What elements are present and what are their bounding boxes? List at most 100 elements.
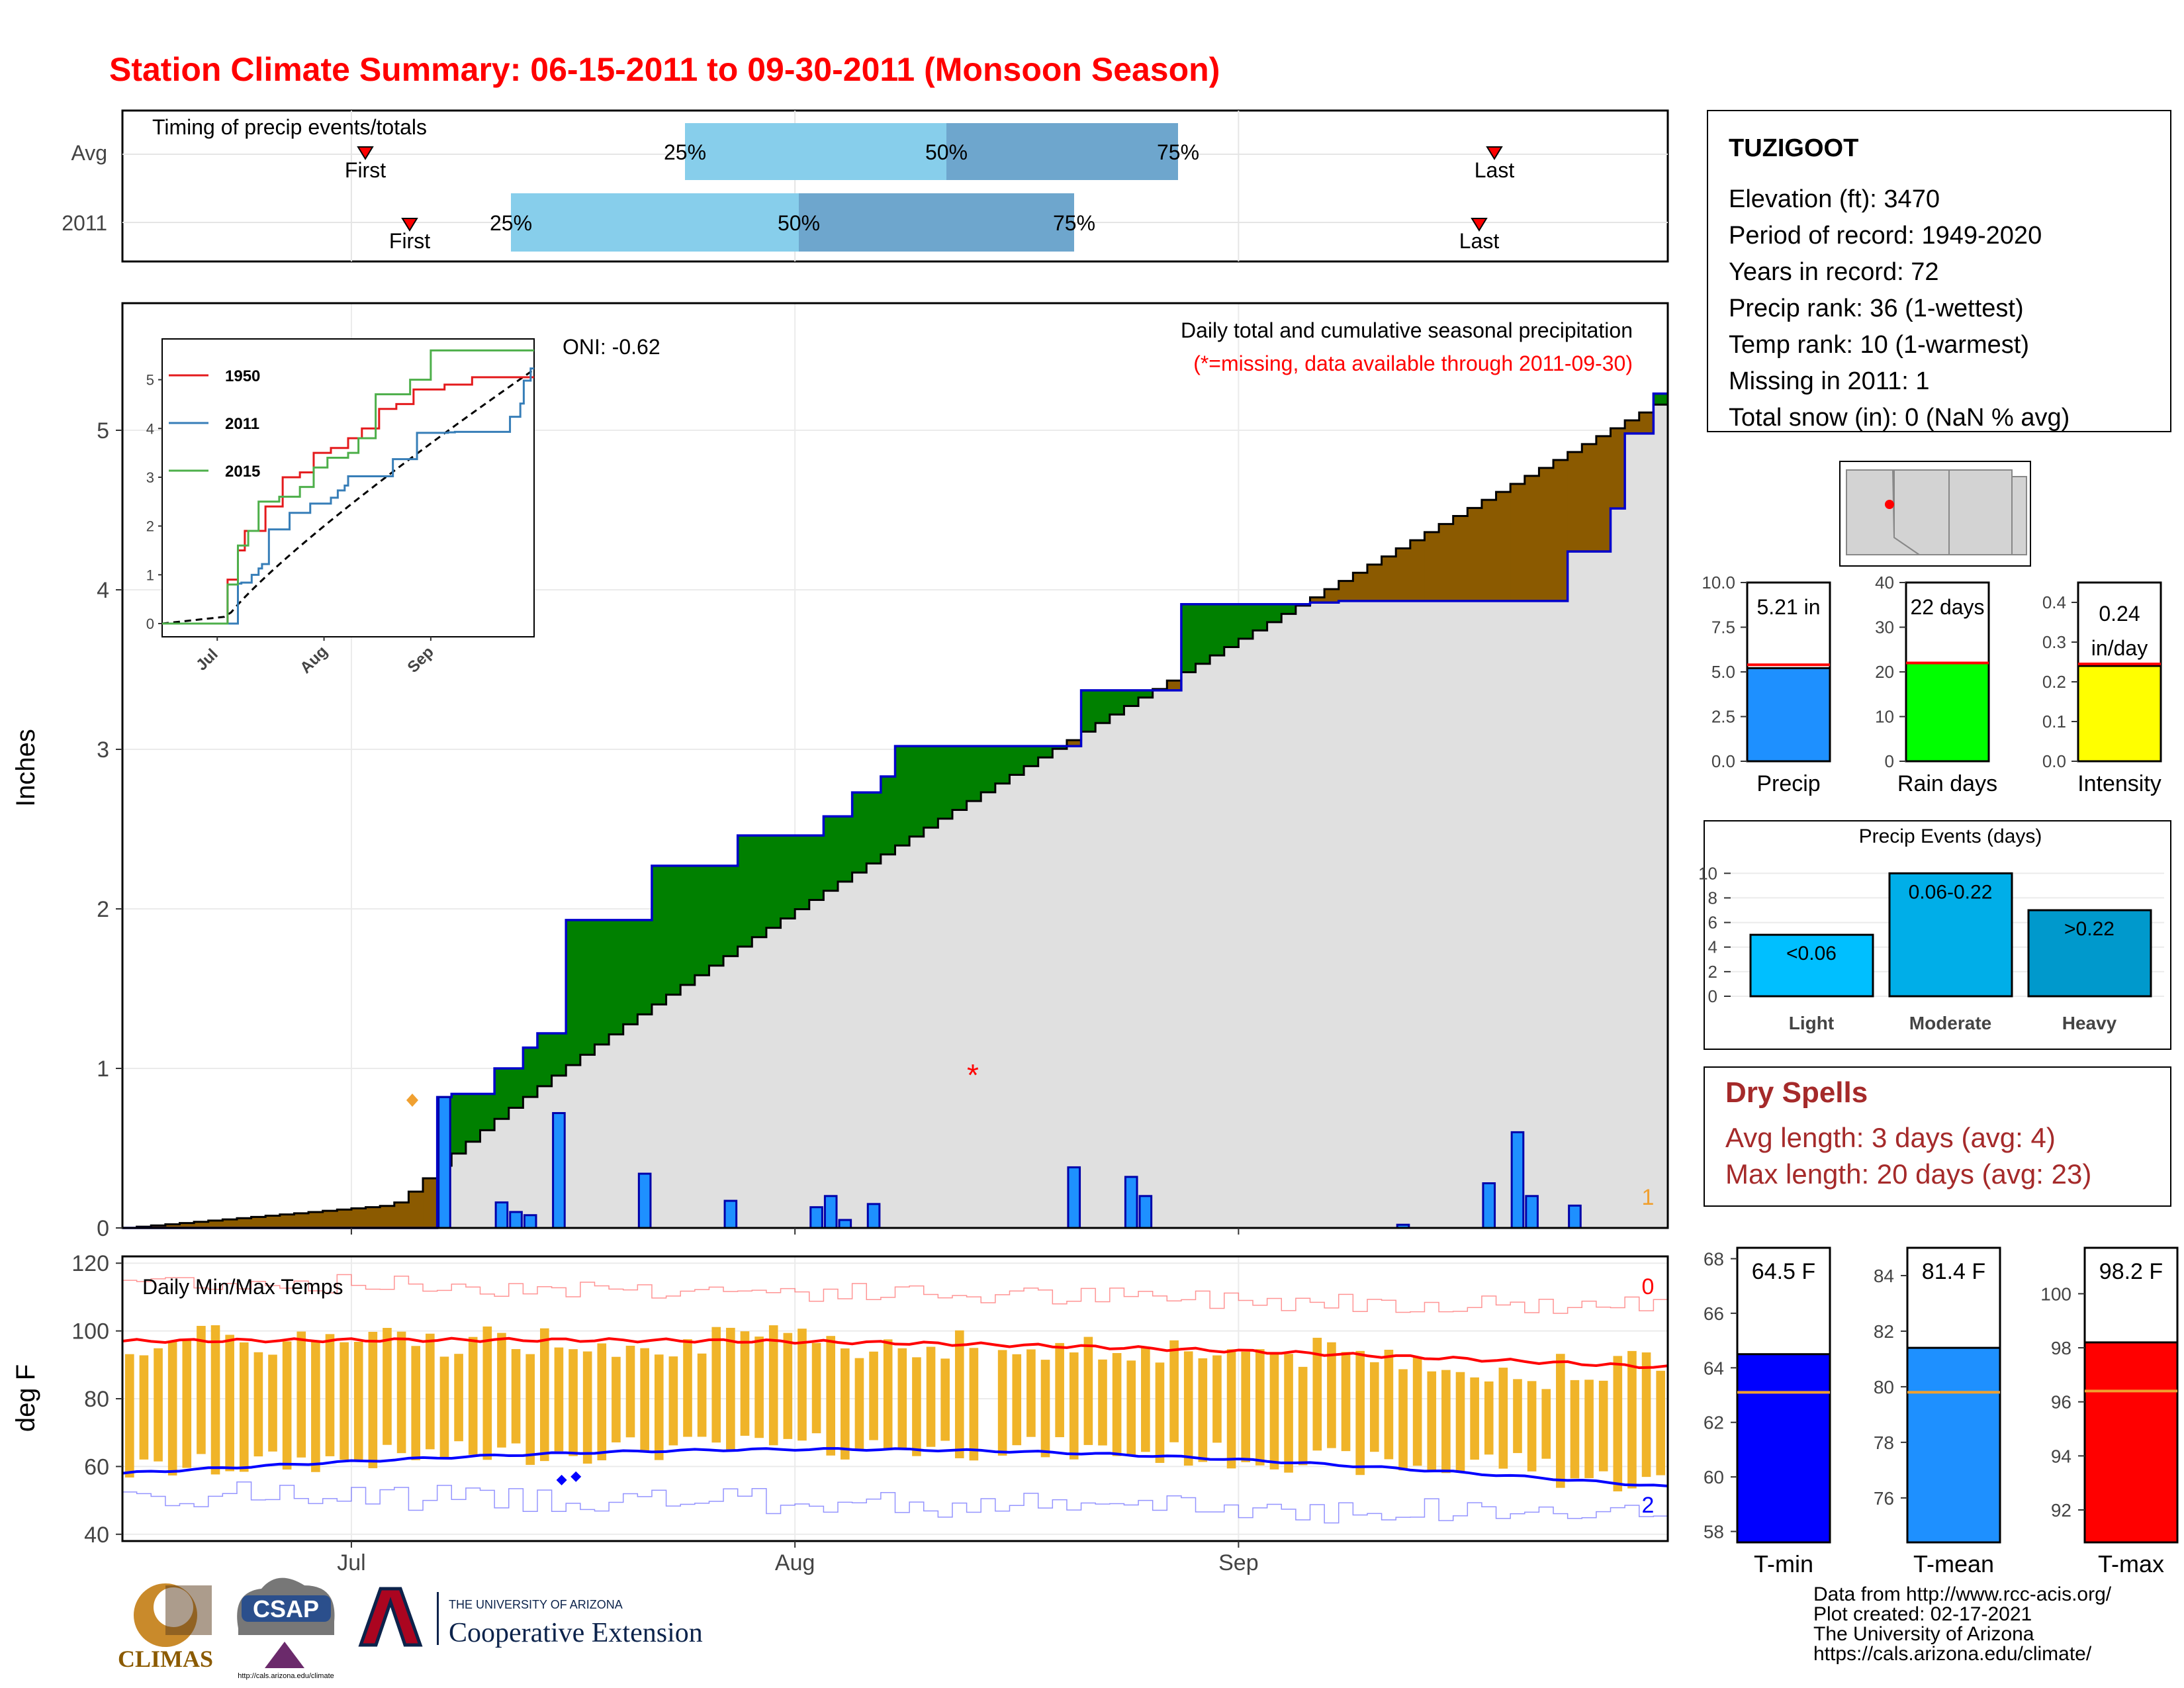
daily-temp-bar xyxy=(1155,1362,1165,1463)
daily-precip-bar xyxy=(1138,1195,1153,1229)
precip-ytick-label: 0 xyxy=(97,1216,109,1241)
daily-precip-bar xyxy=(1482,1182,1496,1229)
below-average-band xyxy=(365,1207,381,1228)
above-average-band xyxy=(938,746,953,819)
daily-temp-bar xyxy=(1484,1381,1494,1455)
above-average-band xyxy=(609,919,624,1035)
above-average-band xyxy=(1238,604,1253,639)
precip-events-title: Precip Events (days) xyxy=(1859,825,2042,847)
above-average-band xyxy=(909,746,925,837)
temp-summary-group: 92 94 96 98 100 98.2 F T-max xyxy=(2040,1246,2179,1577)
missing-count: 1 xyxy=(1642,1185,1655,1210)
below-average-band xyxy=(1596,436,1612,552)
station-name: TUZIGOOT xyxy=(1729,134,1858,162)
above-average-band xyxy=(1081,690,1096,732)
below-average-band xyxy=(1066,740,1082,747)
timing-2011-last-marker xyxy=(1471,218,1488,232)
ua-cooperative-extension-logo[interactable]: THE UNIVERSITY OF ARIZONA Cooperative Ex… xyxy=(358,1587,703,1648)
below-average-band xyxy=(294,1213,309,1228)
above-average-band xyxy=(1009,746,1024,775)
daily-temp-bar xyxy=(426,1333,435,1450)
below-average-band xyxy=(1453,516,1468,601)
daily-temp-bar xyxy=(268,1354,277,1452)
temp-summary-tick-label: 60 xyxy=(1704,1467,1724,1487)
below-average-band xyxy=(165,1224,181,1228)
below-average-band xyxy=(1467,508,1482,601)
above-average-band xyxy=(1281,604,1297,614)
climas-logo-text: CLIMAS xyxy=(118,1646,213,1672)
below-average-band xyxy=(1625,420,1640,434)
inset-ytick-label: 1 xyxy=(146,567,154,583)
above-average-band xyxy=(709,865,724,966)
precip-ytick-label: 3 xyxy=(97,737,109,763)
below-average-band xyxy=(1439,524,1454,601)
temp-summary-bars: 58 60 62 64 66 68 64.5 F T-min 76 78 80 82 84 81.4 F T… xyxy=(1704,1246,2179,1577)
daily-temp-bar xyxy=(383,1328,392,1445)
below-average-band xyxy=(1338,581,1353,601)
summary-bar-value: 0.24 xyxy=(2099,602,2140,626)
above-average-band xyxy=(480,1094,495,1131)
daily-precip-bar xyxy=(509,1211,523,1229)
timing-avg-first: First xyxy=(345,158,386,182)
daily-temp-bar xyxy=(439,1356,449,1459)
below-average-band xyxy=(265,1215,281,1228)
temp-ylabel: deg F xyxy=(11,1364,40,1432)
daily-temp-bar xyxy=(239,1342,249,1472)
events-ytick-label: 0 xyxy=(1708,986,1717,1006)
climas-logo[interactable]: CLIMAS xyxy=(118,1583,213,1672)
above-average-band xyxy=(1210,604,1225,656)
above-average-band xyxy=(866,792,882,864)
below-average-band xyxy=(279,1214,295,1228)
daily-temp-bar xyxy=(539,1328,549,1462)
daily-temp-bar xyxy=(1040,1360,1050,1458)
temp-summary-label: T-max xyxy=(2098,1550,2164,1577)
temp-summary-tick-label: 80 xyxy=(1874,1377,1894,1397)
below-average-band xyxy=(337,1209,352,1228)
below-average-band xyxy=(1582,444,1597,552)
timing-2011-25-50-bar xyxy=(511,193,799,252)
daily-temp-bar xyxy=(296,1331,306,1458)
below-average-band xyxy=(222,1219,238,1228)
below-average-band xyxy=(1481,500,1497,601)
daily-temp-bar xyxy=(1441,1370,1451,1474)
daily-temp-bar xyxy=(897,1348,907,1450)
daily-temp-bar xyxy=(1369,1362,1379,1452)
daily-temp-bar xyxy=(525,1354,535,1465)
daily-temp-bar xyxy=(1398,1369,1408,1471)
daily-temp-bar xyxy=(197,1325,206,1454)
above-average-band xyxy=(1052,746,1068,749)
summary-bar-fill xyxy=(1905,662,1990,763)
below-average-band xyxy=(1410,540,1426,601)
dry-spells-title: Dry Spells xyxy=(1725,1076,1868,1109)
daily-temp-bar xyxy=(1641,1352,1651,1477)
below-average-band xyxy=(194,1221,209,1228)
temp-summary-group: 58 60 62 64 66 68 64.5 F T-min xyxy=(1704,1246,1831,1577)
daily-temp-bar xyxy=(1498,1368,1508,1469)
above-average-band xyxy=(838,816,853,882)
daily-temp-bar xyxy=(1098,1359,1107,1446)
below-average-band xyxy=(322,1211,338,1228)
summary-bar-tick-label: 10 xyxy=(1875,707,1894,727)
daily-temp-bar xyxy=(125,1354,134,1478)
events-bar xyxy=(1749,933,1874,998)
temp-ytick-label: 80 xyxy=(84,1387,109,1412)
below-average-band xyxy=(423,1178,438,1228)
summary-bar-fill xyxy=(2077,665,2162,763)
above-average-band xyxy=(1109,690,1125,715)
daily-temp-bar xyxy=(182,1338,192,1468)
summary-bar-tick-label: 0.0 xyxy=(1711,751,1735,771)
events-ytick-label: 2 xyxy=(1708,962,1717,982)
temp-summary-fill xyxy=(1906,1346,2001,1544)
daily-temp-bar xyxy=(926,1346,936,1447)
daily-temp-bar xyxy=(1255,1349,1265,1466)
temp-summary-value: 98.2 F xyxy=(2099,1259,2163,1284)
above-average-band xyxy=(551,1033,567,1076)
daily-temp-bar xyxy=(1556,1354,1565,1488)
below-average-band xyxy=(179,1223,195,1228)
daily-temp-bar xyxy=(1112,1353,1122,1456)
above-average-band xyxy=(1653,393,1668,405)
daily-temp-bar xyxy=(1570,1380,1580,1479)
daily-temp-bar xyxy=(497,1333,506,1448)
csap-logo[interactable]: CSAP http://cals.arizona.edu/climate xyxy=(237,1577,335,1680)
events-bar-range: >0.22 xyxy=(2064,918,2115,940)
